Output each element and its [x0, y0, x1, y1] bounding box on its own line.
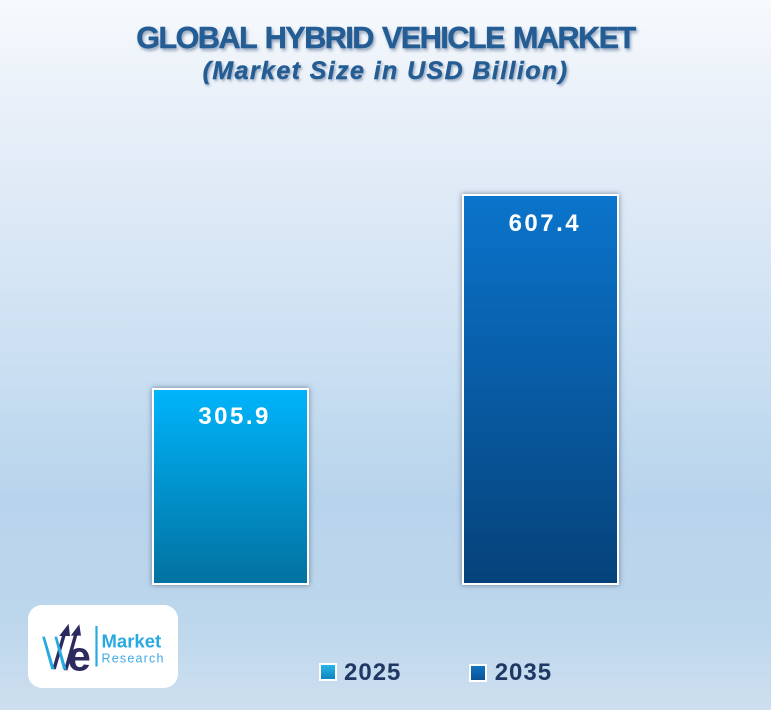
svg-text:Market: Market: [101, 630, 161, 651]
svg-text:Research: Research: [101, 651, 164, 665]
svg-text:e: e: [67, 632, 90, 679]
